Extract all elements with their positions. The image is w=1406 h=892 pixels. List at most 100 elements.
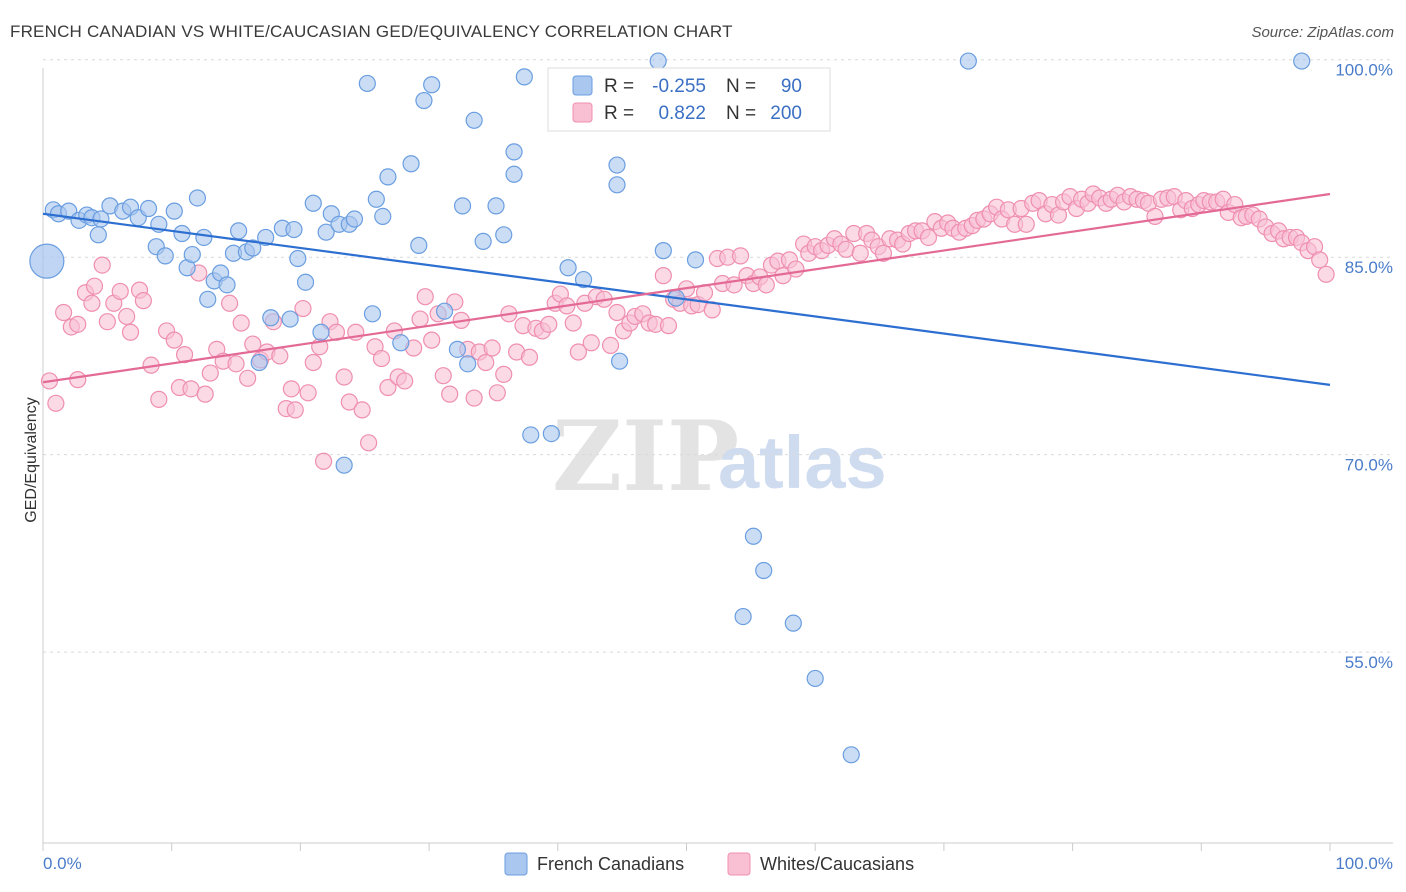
point-whites-caucasians	[196, 385, 214, 403]
point-whites-caucasians	[396, 372, 414, 390]
point-large-french-canadians	[29, 243, 65, 279]
grid-lines	[43, 59, 1393, 653]
point-french-canadians	[654, 242, 672, 260]
legend: R = -0.255 N = 90 R = 0.822 N = 200	[547, 67, 831, 132]
bottom-legend-swatch-blue	[504, 852, 528, 876]
point-french-canadians	[218, 276, 236, 294]
point-french-canadians	[487, 197, 505, 215]
point-whites-caucasians	[121, 323, 140, 341]
point-french-canadians	[459, 355, 477, 373]
trend-line-french-canadians	[42, 212, 1331, 386]
point-whites-caucasians	[282, 380, 300, 398]
point-french-canadians	[608, 156, 626, 174]
point-whites-caucasians	[569, 343, 587, 361]
point-whites-caucasians	[360, 434, 378, 452]
watermark: ZIP atlas	[552, 400, 887, 513]
point-french-canadians	[156, 247, 174, 265]
axes	[42, 68, 1393, 851]
point-french-canadians	[345, 210, 364, 228]
trend-line-whites-caucasians	[42, 192, 1331, 384]
point-whites-caucasians	[582, 334, 600, 352]
point-whites-caucasians	[874, 244, 893, 262]
point-french-canadians	[244, 239, 262, 257]
point-whites-caucasians	[227, 355, 245, 373]
point-french-canadians	[199, 290, 217, 308]
legend-n-label-pink: N =	[726, 103, 756, 124]
point-whites-caucasians	[434, 367, 452, 385]
point-french-canadians	[435, 302, 454, 320]
point-french-canadians	[842, 746, 860, 764]
point-french-canadians	[358, 74, 376, 93]
point-french-canadians	[505, 143, 523, 161]
y-tick-labels: 100.0% 85.0% 70.0% 55.0%	[1335, 61, 1393, 672]
point-french-canadians	[183, 245, 201, 264]
point-french-canadians	[392, 334, 410, 352]
point-whites-caucasians	[314, 452, 333, 470]
bottom-legend-label-pink: Whites/Caucasians	[760, 854, 914, 874]
point-whites-caucasians	[221, 294, 239, 312]
point-whites-caucasians	[134, 292, 152, 310]
point-french-canadians	[285, 220, 303, 239]
point-french-canadians	[474, 232, 492, 251]
point-whites-caucasians	[1017, 215, 1035, 233]
point-french-canadians	[806, 669, 824, 688]
bottom-legend-swatch-pink	[727, 852, 751, 876]
point-whites-caucasians	[54, 303, 73, 322]
point-french-canadians	[734, 607, 752, 626]
point-whites-caucasians	[232, 314, 250, 332]
point-french-canadians	[312, 323, 330, 341]
point-french-canadians	[89, 226, 107, 244]
y-tick-label: 70.0%	[1345, 456, 1393, 475]
y-tick-label: 85.0%	[1345, 258, 1393, 277]
point-french-canadians	[415, 91, 433, 110]
point-french-canadians	[367, 190, 385, 208]
point-french-canadians	[559, 259, 577, 277]
point-french-canadians	[374, 207, 392, 225]
point-whites-caucasians	[118, 307, 136, 326]
point-whites-caucasians	[465, 389, 483, 407]
point-french-canadians	[515, 68, 533, 86]
point-whites-caucasians	[601, 336, 620, 355]
point-whites-caucasians	[98, 313, 116, 331]
point-whites-caucasians	[294, 299, 312, 318]
legend-r-value-pink: 0.822	[658, 103, 706, 124]
point-whites-caucasians	[335, 368, 353, 386]
point-whites-caucasians	[150, 390, 168, 408]
series-french-canadians	[29, 52, 1311, 764]
x-tick-label-min: 0.0%	[43, 854, 82, 873]
point-french-canadians	[188, 189, 207, 207]
series-whites-caucasians	[40, 185, 1335, 470]
point-french-canadians	[522, 426, 540, 444]
point-whites-caucasians	[483, 339, 501, 357]
point-whites-caucasians	[83, 294, 101, 312]
point-french-canadians	[608, 176, 626, 194]
point-french-canadians	[959, 52, 977, 70]
point-whites-caucasians	[1146, 207, 1164, 225]
point-whites-caucasians	[654, 267, 672, 285]
legend-r-label-pink: R =	[604, 103, 634, 124]
point-whites-caucasians	[372, 349, 391, 368]
legend-r-value-blue: -0.255	[652, 76, 706, 97]
point-whites-caucasians	[340, 393, 358, 411]
point-whites-caucasians	[731, 247, 750, 265]
point-whites-caucasians	[93, 256, 111, 274]
point-whites-caucasians	[353, 401, 371, 419]
point-french-canadians	[402, 155, 420, 173]
point-whites-caucasians	[85, 277, 104, 295]
point-whites-caucasians	[851, 244, 869, 262]
point-whites-caucasians	[379, 378, 397, 397]
point-french-canadians	[448, 340, 467, 358]
point-whites-caucasians	[1317, 265, 1335, 283]
point-french-canadians	[495, 226, 513, 244]
point-whites-caucasians	[69, 371, 87, 389]
y-tick-label: 100.0%	[1335, 61, 1393, 80]
point-french-canadians	[784, 614, 802, 632]
legend-box	[547, 67, 831, 132]
y-axis-title: GED/Equivalency	[23, 397, 40, 522]
point-whites-caucasians	[540, 315, 558, 333]
point-french-canadians	[281, 310, 299, 328]
point-whites-caucasians	[47, 394, 65, 412]
point-french-canadians	[195, 228, 213, 247]
point-french-canadians	[410, 236, 428, 254]
